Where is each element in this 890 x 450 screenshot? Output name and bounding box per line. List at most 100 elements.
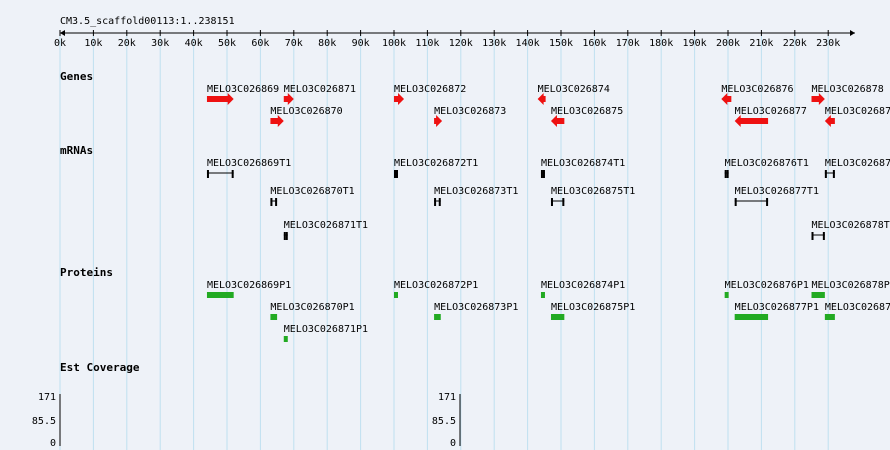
gene-label: MELO3C026877: [735, 106, 807, 117]
gene-glyph: [537, 93, 546, 105]
gene-glyph: [270, 115, 284, 127]
est-axis-mid: 85.5: [32, 416, 56, 427]
track-label-genes: Genes: [60, 70, 93, 83]
ruler-tick-label: 110k: [415, 38, 439, 49]
mrna-exon: [396, 170, 398, 178]
gene-glyph: [206, 93, 234, 105]
protein-label: MELO3C026875P1: [551, 302, 635, 313]
gene-label: MELO3C026870: [270, 106, 342, 117]
mrna-exon: [822, 232, 825, 240]
gene-glyph: [811, 93, 825, 105]
mrna-exon: [824, 170, 827, 178]
protein-glyph: [270, 314, 278, 320]
protein-label: MELO3C026874P1: [541, 280, 625, 291]
mrna-exon: [766, 198, 769, 206]
gene-label: MELO3C026869: [207, 84, 279, 95]
ruler-tick-label: 60k: [251, 38, 269, 49]
ruler-tick-label: 150k: [549, 38, 573, 49]
protein-glyph: [434, 314, 441, 320]
ruler-tick-label: 80k: [318, 38, 336, 49]
gene-label: MELO3C026878: [812, 84, 884, 95]
ruler-title: CM3.5_scaffold00113:1..238151: [60, 16, 235, 27]
ruler-right-arrow: [850, 30, 855, 36]
grid-lines: [59, 36, 829, 450]
protein-label: MELO3C026870P1: [270, 302, 354, 313]
mrna-label: MELO3C026870T1: [270, 186, 354, 197]
mrna-exon: [275, 198, 278, 206]
gene-label: MELO3C026871: [284, 84, 356, 95]
protein-label: MELO3C026872P1: [394, 280, 478, 291]
gene-label: MELO3C026872: [394, 84, 466, 95]
protein-glyph: [724, 292, 729, 298]
mrna-label: MELO3C026872T1: [394, 158, 478, 169]
ruler-tick-label: 130k: [482, 38, 506, 49]
mrna-exon: [811, 232, 814, 240]
ruler-tick-label: 120k: [449, 38, 473, 49]
mrna-exon: [734, 198, 737, 206]
ruler-tick-label: 220k: [783, 38, 807, 49]
gene-glyph: [721, 93, 732, 105]
gene-label: MELO3C026873: [434, 106, 506, 117]
mrna-exon: [285, 232, 288, 240]
protein-label: MELO3C026879P1: [825, 302, 890, 313]
est-axis-max: 171: [38, 392, 56, 403]
mrna-label: MELO3C026869T1: [207, 158, 291, 169]
track-label-est-coverage: Est Coverage: [60, 361, 140, 374]
track-label-mrnas: mRNAs: [60, 144, 93, 157]
gene-glyph: [550, 115, 565, 127]
ruler-tick-label: 140k: [516, 38, 540, 49]
mrna-exon: [434, 198, 437, 206]
est-axis-min: 0: [450, 438, 456, 449]
protein-glyph: [394, 292, 398, 298]
est-axis-max: 171: [438, 392, 456, 403]
mrna-exon: [283, 232, 286, 240]
ruler-tick-label: 90k: [352, 38, 370, 49]
protein-glyph: [540, 292, 545, 298]
gene-glyph: [394, 93, 405, 105]
mrna-label: MELO3C026876T1: [725, 158, 809, 169]
mrna-label: MELO3C026871T1: [284, 220, 368, 231]
mrna-label: MELO3C026877T1: [735, 186, 819, 197]
mrna-exon: [438, 198, 441, 206]
genes-track: MELO3C026869 MELO3C026871 MELO3C026870 MELO…: [206, 84, 890, 127]
ruler-tick-label: 0k: [54, 38, 66, 49]
mrna-label: MELO3C026873T1: [434, 186, 518, 197]
protein-label: MELO3C026878P1: [812, 280, 890, 291]
gene-label: MELO3C026876: [721, 84, 793, 95]
ruler-tick-label: 230k: [816, 38, 840, 49]
mrna-exon: [726, 170, 729, 178]
gene-glyph: [824, 115, 835, 127]
ruler-left-arrow: [60, 30, 65, 36]
mrnas-track: MELO3C026869T1 MELO3C026870T1 MELO3C026871…: [206, 158, 890, 240]
proteins-track: MELO3C026869P1 MELO3C026870P1 MELO3C026871…: [206, 280, 890, 342]
ruler-tick-label: 160k: [582, 38, 606, 49]
gene-glyph: [283, 93, 294, 105]
ruler-tick-label: 30k: [151, 38, 169, 49]
ruler-tick-label: 210k: [749, 38, 773, 49]
mrna-label: MELO3C026875T1: [551, 186, 635, 197]
protein-glyph: [824, 314, 835, 320]
mrna-exon: [394, 170, 396, 178]
ruler-tick-label: 50k: [218, 38, 236, 49]
protein-label: MELO3C026869P1: [207, 280, 291, 291]
est-axis-mid: 85.5: [432, 416, 456, 427]
gene-label: MELO3C026875: [551, 106, 623, 117]
mrna-exon: [540, 170, 543, 178]
mrna-label: MELO3C026879T1: [825, 158, 890, 169]
mrna-exon: [562, 198, 565, 206]
ruler-tick-label: 40k: [185, 38, 203, 49]
protein-glyph: [811, 292, 825, 298]
mrna-exon: [270, 198, 273, 206]
protein-glyph: [734, 314, 769, 320]
ruler-tick-label: 100k: [382, 38, 406, 49]
protein-label: MELO3C026877P1: [735, 302, 819, 313]
ruler: CM3.5_scaffold00113:1..238151 0k 10k 20k 30…: [54, 16, 855, 49]
ruler-tick-label: 10k: [84, 38, 102, 49]
gene-glyph: [434, 115, 443, 127]
protein-label: MELO3C026876P1: [725, 280, 809, 291]
ruler-tick-label: 20k: [118, 38, 136, 49]
est-axis-min: 0: [50, 438, 56, 449]
mrna-exon: [542, 170, 545, 178]
